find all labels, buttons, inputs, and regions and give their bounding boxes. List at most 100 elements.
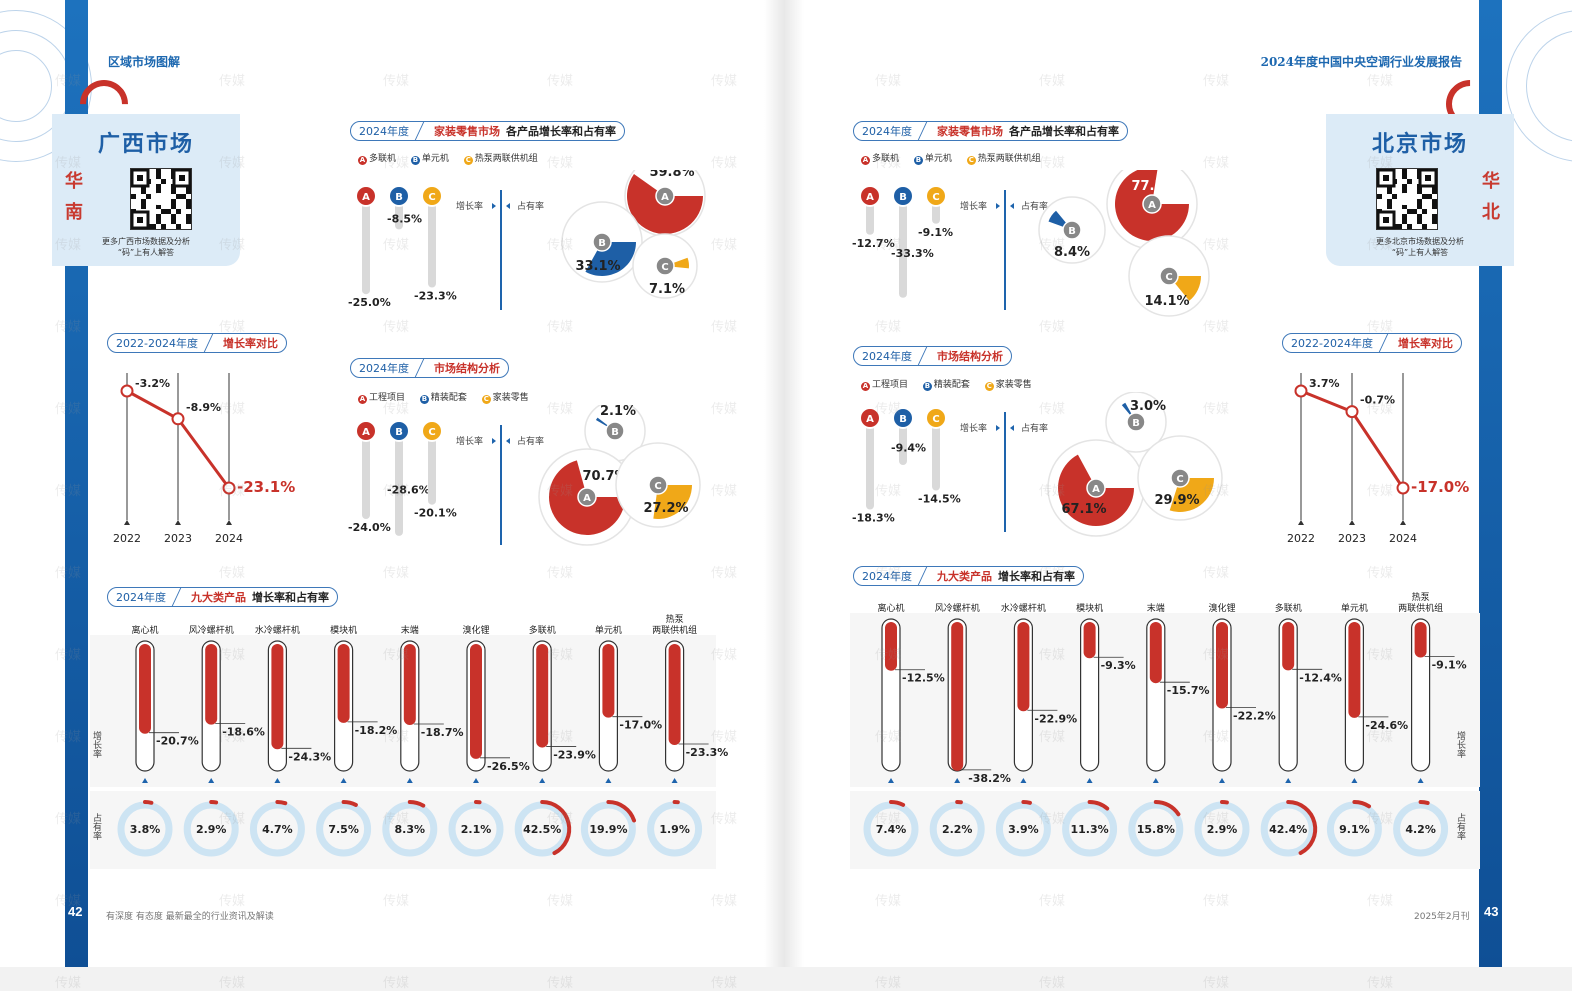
growth-fill (951, 622, 963, 771)
watermark: 传媒 (55, 972, 81, 991)
qr-finder-core (1383, 175, 1389, 181)
watermark: 传媒 (219, 234, 245, 253)
trend-point (122, 386, 133, 397)
qr-note: 更多北京市场数据及分析 “码”上有人解答 (1326, 236, 1514, 258)
qr-cell (1432, 189, 1437, 194)
year-axis-tick (1400, 520, 1406, 525)
watermark: 传媒 (711, 562, 737, 581)
legend-item: 家装零售 (996, 380, 1032, 390)
qr-cell (1402, 174, 1407, 179)
bubble-letter: A (1148, 200, 1156, 211)
watermark: 传媒 (1367, 890, 1393, 909)
watermark: 传媒 (1039, 972, 1065, 991)
growth-fill (470, 644, 482, 759)
watermark: 传媒 (383, 398, 409, 417)
pill-structure-title: 2024年度 市场结构分析 (853, 346, 1012, 366)
qr-cell (186, 189, 191, 194)
watermark: 传媒 (1367, 152, 1393, 171)
watermark: 传媒 (711, 890, 737, 909)
watermark: 传媒 (547, 726, 573, 745)
series-badge-letter: A (362, 427, 370, 438)
pill-year: 2022-2024年度 (116, 335, 198, 351)
legend-item: 精装配套 (431, 393, 467, 403)
watermark: 传媒 (547, 562, 573, 581)
share-arc (1421, 802, 1428, 803)
share-label: 14.1% (1144, 294, 1189, 309)
watermark: 传媒 (711, 972, 737, 991)
qr-cell (141, 189, 146, 194)
pill-red: 增长率对比 (1398, 335, 1453, 351)
watermark: 传媒 (383, 972, 409, 991)
watermark: 传媒 (1367, 726, 1393, 745)
qr-note-line: 更多北京市场数据及分析 (1326, 236, 1514, 247)
spine-shadow (764, 0, 804, 967)
year-axis-tick (175, 520, 181, 525)
region-char: 北 (1481, 197, 1501, 228)
growth-bar (362, 196, 370, 294)
series-badge-letter: A (866, 192, 874, 203)
watermark: 传媒 (875, 480, 901, 499)
growth-label: -23.3% (414, 290, 457, 303)
series-badge-letter: C (428, 192, 435, 203)
qr-code[interactable] (130, 168, 192, 230)
watermark: 传媒 (55, 316, 81, 335)
watermark: 传媒 (711, 152, 737, 171)
share-label: 59.8% (649, 170, 694, 180)
watermark: 传媒 (1203, 644, 1229, 663)
category-label: 风冷螺杆机 (935, 602, 980, 614)
watermark: 传媒 (383, 316, 409, 335)
watermark: 传媒 (875, 70, 901, 89)
category-label: 模块机 (330, 624, 357, 636)
watermark: 传媒 (547, 808, 573, 827)
year-label: 2022 (113, 532, 141, 545)
qr-cell (156, 169, 161, 174)
watermark: 传媒 (547, 398, 573, 417)
category-label: 多联机 (1275, 602, 1302, 614)
growth-label: -12.5% (902, 672, 945, 685)
qr-cell (131, 194, 136, 199)
pill-red: 增长率对比 (223, 335, 278, 351)
pill-red: 家装零售市场 (937, 123, 1003, 139)
region-char: 南 (64, 197, 84, 228)
arrow-left (492, 203, 496, 209)
pill-nine-title: 2024年度 九大类产品 增长率和占有率 (107, 587, 338, 607)
watermark: 传媒 (547, 316, 573, 335)
right-page: 2024年度中国中央空调行业发展报告 北京市场 华 北 更多北京市场数据及分析 … (784, 0, 1572, 967)
magazine-spread: 区域市场图解 广西市场 华 南 更多广西市场数据及分析 “码”上有人解答 202… (0, 0, 1572, 967)
qr-code[interactable] (1376, 168, 1438, 230)
category-label: 风冷螺杆机 (189, 624, 234, 636)
axis-growth-label: 增长率 (456, 435, 483, 447)
watermark: 传媒 (219, 808, 245, 827)
legend-item: 热泵两联供机组 (475, 154, 538, 164)
bubble-letter: C (654, 481, 661, 492)
bubble-letter: C (661, 262, 668, 273)
qr-finder-core (1383, 217, 1389, 223)
legend-item: 单元机 (925, 154, 952, 164)
watermark: 传媒 (1367, 972, 1393, 991)
pill-year: 2024年度 (359, 123, 409, 139)
watermark: 传媒 (383, 890, 409, 909)
category-label: 两联供机组 (1398, 602, 1443, 614)
qr-cell (156, 214, 161, 219)
pill-black: 各产品增长率和占有率 (506, 123, 616, 139)
growth-fill (1084, 622, 1096, 658)
share-label: 11.3% (1071, 823, 1109, 836)
growth-bar (428, 431, 436, 505)
watermark: 传媒 (1039, 562, 1065, 581)
qr-cell (171, 189, 176, 194)
qr-cell (161, 224, 166, 229)
watermark: 传媒 (1203, 562, 1229, 581)
qr-cell (1432, 199, 1437, 204)
category-label: 水冷螺杆机 (1001, 602, 1046, 614)
share-label: 2.1% (600, 405, 636, 419)
growth-label: -26.5% (487, 760, 530, 773)
watermark: 传媒 (875, 152, 901, 171)
watermark: 传媒 (1039, 480, 1065, 499)
watermark: 传媒 (875, 398, 901, 417)
watermark: 传媒 (219, 70, 245, 89)
qr-cell (171, 199, 176, 204)
growth-fill (338, 644, 350, 723)
share-label: 15.8% (1137, 823, 1175, 836)
